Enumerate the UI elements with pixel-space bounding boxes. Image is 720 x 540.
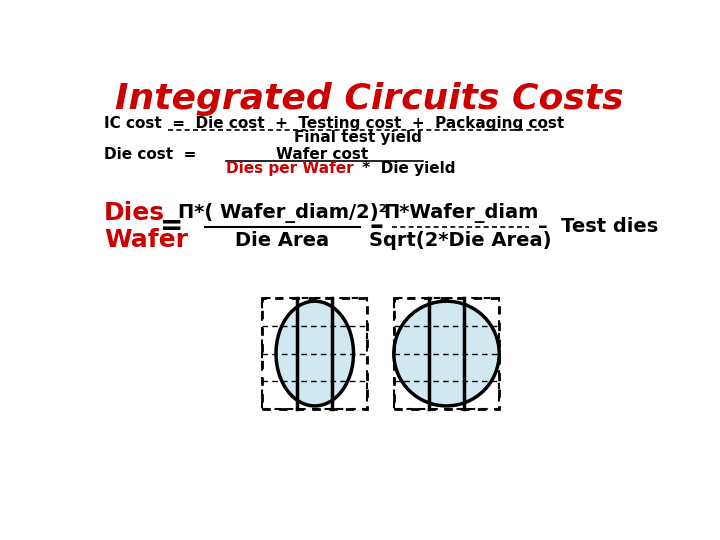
Bar bbox=[394, 298, 499, 409]
Text: Final test yield: Final test yield bbox=[294, 130, 422, 145]
Ellipse shape bbox=[394, 301, 499, 406]
Bar bbox=[262, 298, 367, 409]
Text: –: – bbox=[370, 213, 384, 240]
Bar bbox=[262, 298, 367, 409]
Text: Sqrt(2*Die Area): Sqrt(2*Die Area) bbox=[369, 231, 552, 250]
Text: Die Area: Die Area bbox=[235, 231, 329, 250]
Text: Wafer: Wafer bbox=[104, 228, 188, 252]
Bar bbox=[394, 298, 499, 409]
Text: Π*( Wafer_diam/2)²: Π*( Wafer_diam/2)² bbox=[178, 202, 387, 222]
Ellipse shape bbox=[276, 301, 354, 406]
Text: Wafer cost: Wafer cost bbox=[276, 147, 369, 161]
Text: –  Test dies: – Test dies bbox=[538, 217, 658, 236]
Text: Dies: Dies bbox=[104, 201, 165, 225]
Text: IC cost  =  Die cost  +  Testing cost  +  Packaging cost: IC cost = Die cost + Testing cost + Pack… bbox=[104, 116, 564, 131]
Text: Integrated Circuits Costs: Integrated Circuits Costs bbox=[114, 82, 624, 116]
Text: Π*Wafer_diam: Π*Wafer_diam bbox=[383, 202, 538, 222]
Text: Dies per Wafer: Dies per Wafer bbox=[225, 161, 354, 176]
Text: *  Die yield: * Die yield bbox=[357, 161, 456, 176]
Text: =: = bbox=[160, 213, 183, 240]
Text: Die cost  =: Die cost = bbox=[104, 147, 197, 161]
